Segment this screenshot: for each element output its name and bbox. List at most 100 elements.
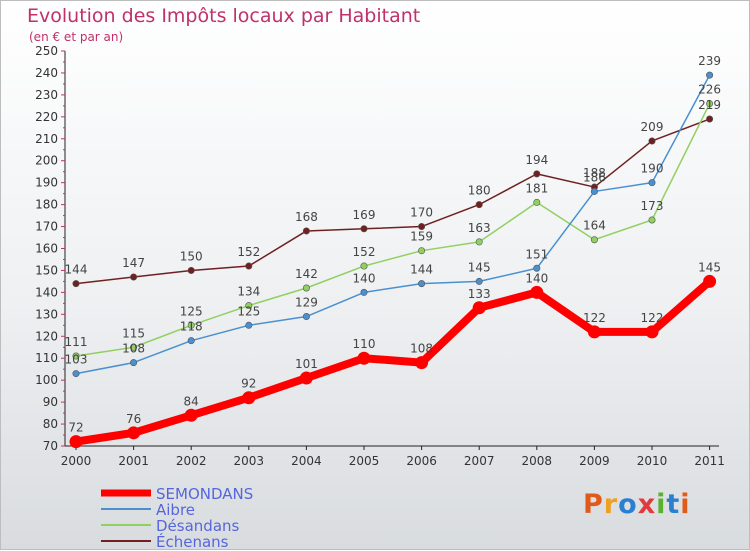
data-label-semondans: 92 <box>241 377 256 391</box>
data-point-aibre <box>245 321 253 329</box>
data-label-desandans: 125 <box>180 304 203 318</box>
data-label-semondans: 133 <box>468 287 491 301</box>
data-point-echenans <box>130 273 138 281</box>
data-point-aibre <box>360 288 368 296</box>
y-tick-label: 190 <box>35 176 58 190</box>
data-label-echenans: 209 <box>641 120 664 134</box>
legend-label-semondans: SEMONDANS <box>156 485 253 503</box>
data-label-desandans: 115 <box>122 326 145 340</box>
data-point-semondans <box>472 301 486 315</box>
data-point-semondans <box>357 351 371 365</box>
data-label-desandans: 164 <box>583 219 606 233</box>
data-point-echenans <box>706 115 714 123</box>
data-label-aibre: 108 <box>122 342 145 356</box>
logo-letter: i <box>680 489 691 520</box>
data-point-echenans <box>648 137 656 145</box>
data-label-echenans: 147 <box>122 256 145 270</box>
y-tick-label: 120 <box>35 329 58 343</box>
data-point-desandans <box>418 247 426 255</box>
data-label-aibre: 125 <box>237 304 260 318</box>
y-tick-label: 70 <box>43 439 58 453</box>
data-label-aibre: 118 <box>180 320 203 334</box>
data-label-echenans: 152 <box>237 245 260 259</box>
data-label-echenans: 180 <box>468 184 491 198</box>
data-point-desandans <box>130 343 138 351</box>
x-tick-label: 2008 <box>522 454 553 468</box>
data-point-desandans <box>475 238 483 246</box>
data-point-aibre <box>590 187 598 195</box>
y-tick-label: 240 <box>35 66 58 80</box>
data-point-semondans <box>587 325 601 339</box>
data-label-aibre: 190 <box>641 162 664 176</box>
data-label-semondans: 108 <box>410 342 433 356</box>
data-point-echenans <box>245 262 253 270</box>
logo-letter: i <box>656 489 667 520</box>
data-label-desandans: 181 <box>525 181 548 195</box>
data-label-echenans: 170 <box>410 206 433 220</box>
data-label-aibre: 239 <box>698 54 721 68</box>
y-tick-label: 90 <box>43 395 58 409</box>
data-label-desandans: 134 <box>237 285 260 299</box>
logo-letter: x <box>637 489 657 520</box>
data-point-aibre <box>130 359 138 367</box>
data-label-semondans: 101 <box>295 357 318 371</box>
data-label-aibre: 186 <box>583 170 606 184</box>
chart-subtitle: (en € et par an) <box>29 30 124 44</box>
y-tick-label: 130 <box>35 307 58 321</box>
data-point-aibre <box>648 179 656 187</box>
logo-letter: r <box>603 489 619 520</box>
data-label-desandans: 163 <box>468 221 491 235</box>
data-point-desandans <box>245 302 253 310</box>
y-tick-label: 100 <box>35 373 58 387</box>
data-label-echenans: 188 <box>583 166 606 180</box>
y-tick-label: 200 <box>35 154 58 168</box>
data-label-echenans: 144 <box>65 263 88 277</box>
data-point-echenans <box>533 170 541 178</box>
y-tick-label: 160 <box>35 242 58 256</box>
x-tick-label: 2000 <box>61 454 92 468</box>
x-tick-label: 2002 <box>176 454 207 468</box>
y-tick-label: 170 <box>35 220 58 234</box>
x-tick-label: 2011 <box>694 454 725 468</box>
proxiti-logo: Proxiti <box>583 489 691 520</box>
x-tick-label: 2009 <box>579 454 610 468</box>
data-label-aibre: 145 <box>468 260 491 274</box>
data-point-desandans <box>72 352 80 360</box>
x-tick-label: 2004 <box>291 454 322 468</box>
series-line-echenans <box>75 118 711 285</box>
y-tick-label: 140 <box>35 285 58 299</box>
y-tick-label: 220 <box>35 110 58 124</box>
series-line-desandans <box>75 102 711 357</box>
data-label-aibre: 103 <box>65 353 88 367</box>
chart-title: Evolution des Impôts locaux par Habitant <box>27 5 421 27</box>
data-point-echenans <box>475 201 483 209</box>
data-point-aibre <box>475 277 483 285</box>
data-point-echenans <box>360 225 368 233</box>
data-label-echenans: 219 <box>698 98 721 112</box>
data-point-desandans <box>590 236 598 244</box>
legend-label-desandans: Désandans <box>156 517 240 535</box>
data-label-semondans: 72 <box>68 421 83 435</box>
data-point-semondans <box>703 274 717 288</box>
data-point-aibre <box>706 71 714 79</box>
x-tick-label: 2010 <box>637 454 668 468</box>
data-point-desandans <box>187 321 195 329</box>
data-label-echenans: 194 <box>525 153 548 167</box>
data-point-desandans <box>360 262 368 270</box>
data-label-aibre: 140 <box>353 271 376 285</box>
x-tick-label: 2007 <box>464 454 495 468</box>
logo-letter: o <box>618 489 638 520</box>
data-point-desandans <box>706 100 714 108</box>
data-point-aibre <box>72 370 80 378</box>
x-tick-label: 2001 <box>118 454 149 468</box>
data-label-echenans: 169 <box>353 208 376 222</box>
logo-letter: t <box>666 489 681 520</box>
data-point-semondans <box>645 325 659 339</box>
data-point-semondans <box>184 408 198 422</box>
data-point-desandans <box>648 216 656 224</box>
data-label-desandans: 152 <box>353 245 376 259</box>
data-point-echenans <box>302 227 310 235</box>
data-label-semondans: 122 <box>583 311 606 325</box>
